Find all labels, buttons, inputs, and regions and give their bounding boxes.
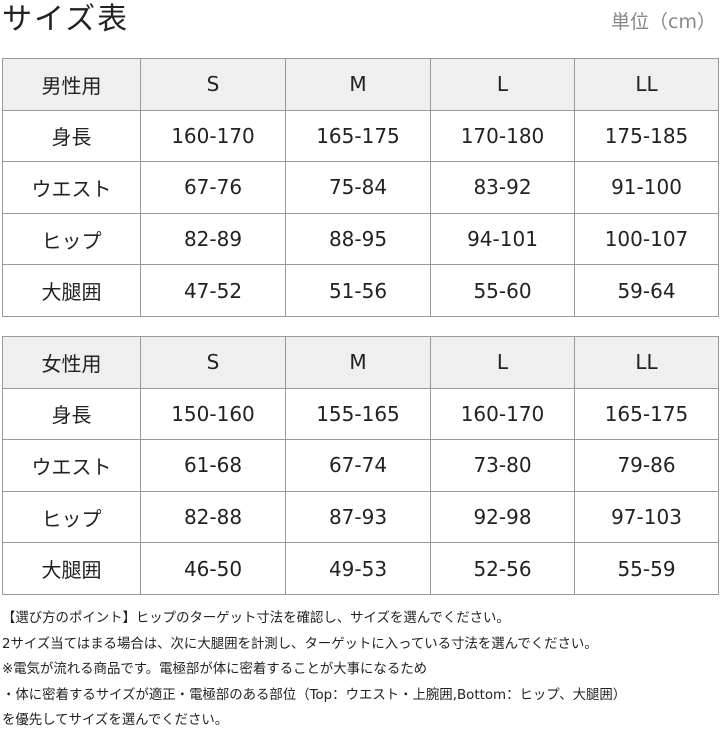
table-cell: 155-165 bbox=[285, 387, 431, 441]
table-cell: 92-98 bbox=[430, 490, 575, 544]
table-cell: 82-89 bbox=[140, 212, 286, 266]
note-line: を優先してサイズを選んでください。 bbox=[2, 713, 229, 729]
table-cell: 165-175 bbox=[285, 109, 431, 163]
row-label: ヒップ bbox=[2, 490, 141, 544]
table-cell: 52-56 bbox=[430, 542, 575, 595]
table-cell: 87-93 bbox=[285, 490, 431, 544]
table-cell: 67-76 bbox=[140, 161, 286, 214]
table-cell: 82-88 bbox=[140, 490, 286, 544]
table-cell: 46-50 bbox=[140, 542, 286, 595]
table-cell: 75-84 bbox=[285, 161, 431, 214]
header-cell: 男性用 bbox=[2, 58, 141, 111]
notes: 【選び方のポイント】ヒップのターゲット寸法を確認し、サイズを選んでください。 2サ… bbox=[2, 606, 626, 730]
table-cell: 83-92 bbox=[430, 161, 575, 214]
table-cell: 79-86 bbox=[574, 439, 719, 492]
table-row: 大腿囲 47-52 51-56 55-60 59-64 bbox=[2, 264, 719, 317]
row-label: 大腿囲 bbox=[2, 264, 141, 317]
table-cell: 170-180 bbox=[430, 109, 575, 163]
unit-label: 単位（cm） bbox=[611, 11, 716, 33]
table-row: ヒップ 82-88 87-93 92-98 97-103 bbox=[2, 490, 719, 544]
table-row: ウエスト 61-68 67-74 73-80 79-86 bbox=[2, 439, 719, 492]
table-cell: 67-74 bbox=[285, 439, 431, 492]
header-cell: M bbox=[285, 58, 431, 111]
header-cell: 女性用 bbox=[2, 336, 141, 389]
header-cell: S bbox=[140, 58, 286, 111]
table-cell: 160-170 bbox=[430, 387, 575, 441]
row-label: ウエスト bbox=[2, 439, 141, 492]
note-line: 【選び方のポイント】ヒップのターゲット寸法を確認し、サイズを選んでください。 bbox=[2, 611, 510, 626]
note-line: ※電気が流れる商品です。電極部が体に密着することが大事になるため bbox=[2, 662, 427, 678]
table-cell: 97-103 bbox=[574, 490, 719, 544]
title: サイズ表 bbox=[2, 2, 130, 37]
row-label: 身長 bbox=[2, 109, 141, 163]
header-cell: LL bbox=[574, 336, 719, 389]
row-label: ウエスト bbox=[2, 161, 141, 214]
table-cell: 94-101 bbox=[430, 212, 575, 266]
table-cell: 59-64 bbox=[574, 264, 719, 317]
table-cell: 175-185 bbox=[574, 109, 719, 163]
table-cell: 55-60 bbox=[430, 264, 575, 317]
table-cell: 49-53 bbox=[285, 542, 431, 595]
table-cell: 88-95 bbox=[285, 212, 431, 266]
table-cell: 160-170 bbox=[140, 109, 286, 163]
row-label: 大腿囲 bbox=[2, 542, 141, 595]
header-cell: S bbox=[140, 336, 286, 389]
header-cell: LL bbox=[574, 58, 719, 111]
row-label: ヒップ bbox=[2, 212, 141, 266]
note-line: 2サイズ当てはまる場合は、次に大腿囲を計測し、ターゲットに入っている寸法を選んで… bbox=[2, 636, 598, 652]
table-cell: 55-59 bbox=[574, 542, 719, 595]
table-cell: 100-107 bbox=[574, 212, 719, 266]
table-cell: 91-100 bbox=[574, 161, 719, 214]
size-table: 女性用 S M L LL 身長 150-160 155-165 160-170 165-175 ウエ… bbox=[2, 336, 719, 595]
table-cell: 73-80 bbox=[430, 439, 575, 492]
table-cell: 51-56 bbox=[285, 264, 431, 317]
table-row: 身長 160-170 165-175 170-180 175-185 bbox=[2, 109, 719, 163]
table-row: ヒップ 82-89 88-95 94-101 100-107 bbox=[2, 212, 719, 266]
table-cell: 150-160 bbox=[140, 387, 286, 441]
size-table: 男性用 S M L LL 身長 160-170 165-175 170-180 175-185 ウエ… bbox=[2, 58, 719, 317]
header-row: 女性用 S M L LL bbox=[2, 336, 719, 389]
header-row: 男性用 S M L LL bbox=[2, 58, 719, 111]
note-line: ・体に密着するサイズが適正・電極部のある部位（Top：ウエスト・上腕囲,Bott… bbox=[2, 687, 627, 703]
table-cell: 47-52 bbox=[140, 264, 286, 317]
header-cell: L bbox=[430, 58, 575, 111]
table-row: ウエスト 67-76 75-84 83-92 91-100 bbox=[2, 161, 719, 214]
header-cell: L bbox=[430, 336, 575, 389]
row-label: 身長 bbox=[2, 387, 141, 441]
table-row: 大腿囲 46-50 49-53 52-56 55-59 bbox=[2, 542, 719, 595]
header-cell: M bbox=[285, 336, 431, 389]
table-cell: 61-68 bbox=[140, 439, 286, 492]
table-row: 身長 150-160 155-165 160-170 165-175 bbox=[2, 387, 719, 441]
table-cell: 165-175 bbox=[574, 387, 719, 441]
